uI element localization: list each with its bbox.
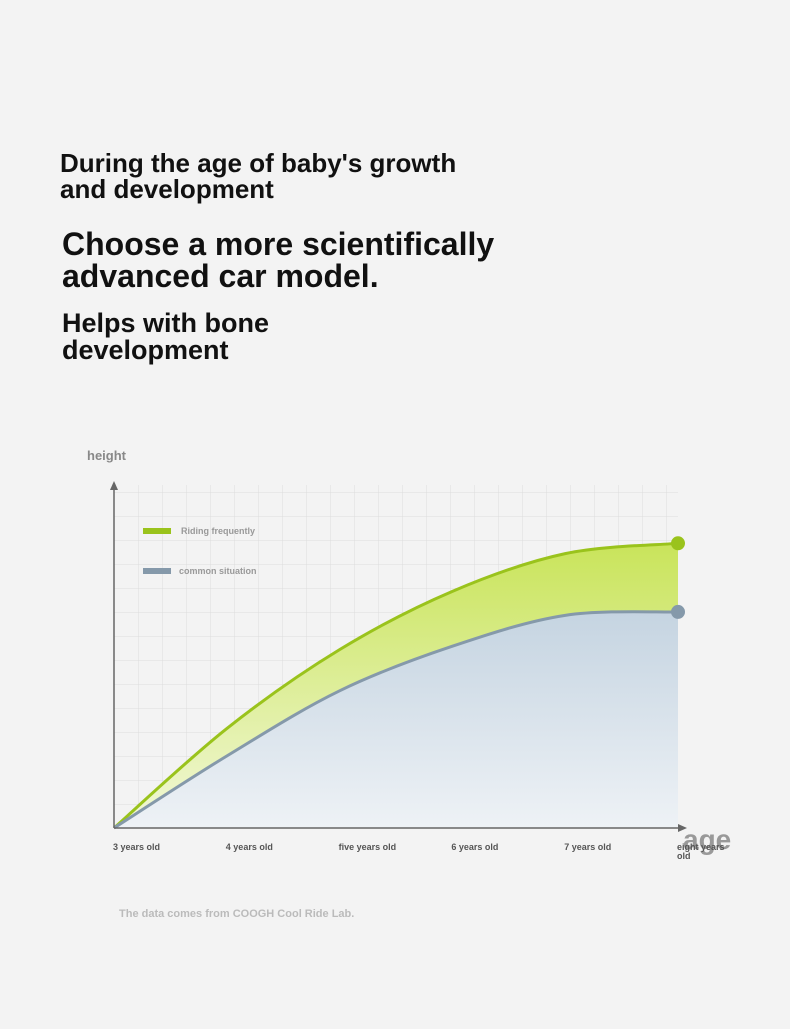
heading: Helps with bone development — [62, 308, 270, 365]
heading: During the age of baby's growth and deve… — [60, 148, 457, 204]
area — [114, 611, 678, 828]
end-dot — [671, 536, 685, 551]
legend-label: common situation — [179, 566, 257, 576]
legend-swatch — [143, 528, 171, 534]
line — [113, 541, 679, 830]
source: The data comes from COOGH Cool Ride Lab. — [119, 908, 354, 920]
x-tick-label: 3 years old — [113, 842, 161, 852]
x-tick-label: eight years old — [677, 842, 725, 862]
end-dot — [671, 604, 685, 619]
x-label: age — [683, 824, 731, 855]
x-tick-label: 4 years old — [225, 842, 273, 852]
x-tick-label: 6 years old — [451, 842, 499, 852]
legend-label: Riding frequently — [181, 526, 255, 536]
heading: Choose a more scientifically advanced ca… — [62, 226, 495, 294]
x-tick-label: five years old — [338, 842, 397, 852]
x-tick-label: 7 years old — [564, 842, 612, 852]
line — [113, 610, 679, 830]
legend-swatch — [143, 568, 171, 574]
y-label: height — [87, 448, 127, 463]
arrow — [678, 824, 687, 832]
arrow — [110, 481, 118, 490]
